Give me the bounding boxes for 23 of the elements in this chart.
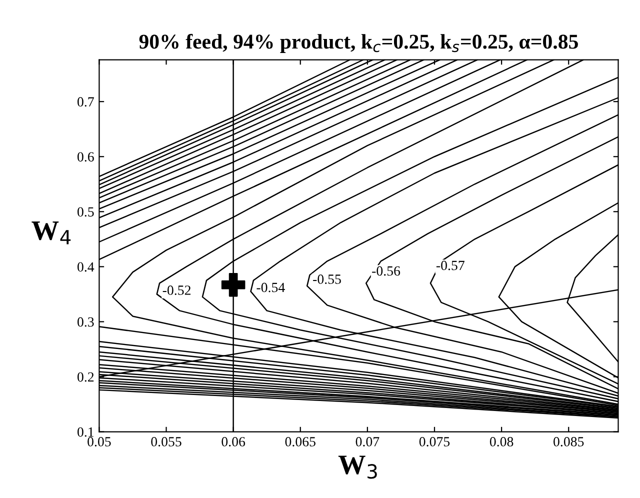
x-tick-label: 0.06	[222, 437, 246, 446]
annotation: -0.55	[313, 274, 341, 284]
annotation: -0.54	[256, 282, 285, 292]
x-tick-label: 0.085	[554, 437, 584, 446]
y-tick-label: 0.6	[78, 152, 94, 162]
y-tick-label: 0.3	[78, 317, 94, 327]
x-axis-title: W$_{3}$	[338, 456, 377, 479]
annotation: -0.56	[372, 266, 400, 276]
x-tick-label: 0.05	[88, 437, 111, 446]
x-tick-label: 0.055	[151, 437, 182, 446]
x-tick-label: 0.075	[419, 437, 450, 446]
x-tick-label: 0.08	[490, 437, 514, 446]
annotation: -0.57	[436, 260, 464, 270]
y-tick-label: 0.1	[78, 427, 94, 437]
y-tick-label: 0.7	[78, 97, 94, 107]
x-tick-label: 0.065	[285, 437, 316, 446]
x-tick-label: 0.07	[356, 437, 380, 446]
y-tick-label: 0.2	[78, 372, 94, 382]
y-tick-label: 0.4	[78, 262, 94, 272]
y-axis-title: W$_{4}$	[32, 222, 71, 244]
chart-title: 90% feed, 94% product, k$_{c}$=0.25, k$_{s}$=0.25, α=0.85	[139, 34, 578, 53]
annotation: -0.52	[162, 286, 190, 295]
y-tick-label: 0.5	[78, 207, 94, 217]
